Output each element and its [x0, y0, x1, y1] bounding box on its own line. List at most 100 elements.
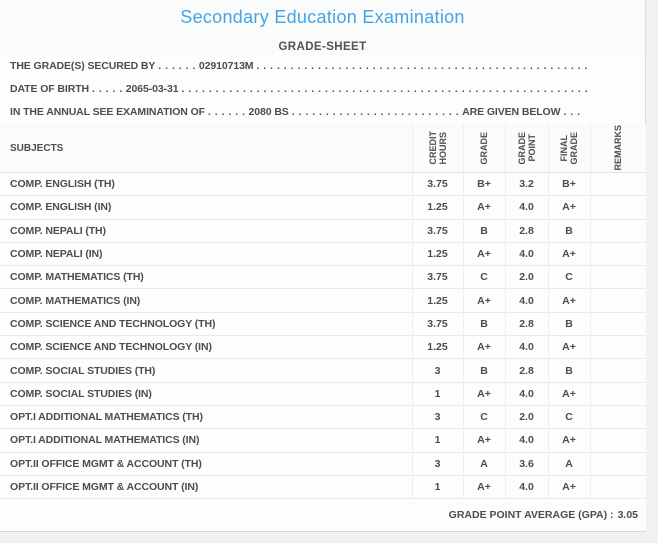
info-line-date-of-birth: DATE OF BIRTH. . . . . 2065-03-31. . . . …: [0, 78, 588, 101]
credit-hours-cell: 3: [411, 358, 463, 383]
grade-point-cell: 4.0: [504, 382, 548, 406]
final-grade-cell: A+: [547, 382, 590, 406]
subject-cell: COMP. ENGLISH (TH): [0, 172, 412, 197]
credit-hours-cell: 1.25: [411, 195, 463, 220]
table-row: COMP. MATHEMATICS (TH) 3.75 C 2.0 C: [0, 265, 646, 290]
column-header-final-grade: FINAL GRADE: [559, 131, 579, 165]
final-grade-cell: A+: [547, 288, 590, 313]
subject-cell: COMP. SCIENCE AND TECHNOLOGY (TH): [0, 312, 412, 337]
final-grade-cell: A+: [547, 428, 590, 453]
credit-hours-cell: 3: [411, 452, 463, 476]
subject-cell: COMP. NEPALI (TH): [0, 219, 412, 243]
dots-filler: . . . . . . . . . . . . . . . . . . . . …: [291, 106, 460, 118]
grade-point-cell: 4.0: [504, 335, 548, 360]
credit-hours-cell: 1.25: [411, 335, 463, 360]
table-row: COMP. ENGLISH (TH) 3.75 B+ 3.2 B+: [0, 172, 646, 197]
grade-cell: B: [462, 219, 505, 243]
table-row: OPT.I ADDITIONAL MATHEMATICS (TH) 3 C 2.…: [0, 405, 646, 430]
grade-sheet-panel: Secondary Education Examination GRADE-SH…: [0, 0, 646, 532]
final-grade-cell: A+: [547, 242, 590, 267]
final-grade-cell: A+: [547, 195, 590, 220]
remarks-cell: [589, 475, 646, 500]
dots-filler: . . . . . . . . . . . . . . . . . . . . …: [181, 83, 588, 95]
candidate-info-section: THE GRADE(S) SECURED BY. . . . . . 029107…: [0, 55, 645, 124]
dots-end: . . .: [563, 106, 581, 118]
credit-hours-cell: 3: [411, 405, 463, 430]
table-row: OPT.II OFFICE MGMT & ACCOUNT (IN) 1 A+ 4…: [0, 475, 646, 500]
info-line-grades-secured-by: THE GRADE(S) SECURED BY. . . . . . 029107…: [0, 55, 588, 78]
grade-point-cell: 4.0: [504, 475, 548, 500]
grade-cell: A+: [462, 335, 505, 360]
are-given-below-label: ARE GIVEN BELOW: [462, 106, 561, 118]
grade-point-cell: 2.8: [504, 219, 548, 243]
credit-hours-cell: 3.75: [411, 312, 463, 337]
grade-point-cell: 4.0: [504, 242, 548, 267]
remarks-cell: [589, 452, 646, 476]
column-header-credit-hours: CREDIT HOURS: [427, 131, 448, 165]
remarks-cell: [589, 335, 646, 360]
remarks-cell: [589, 288, 646, 313]
subject-cell: OPT.I ADDITIONAL MATHEMATICS (IN): [0, 428, 412, 453]
grade-cell: A: [462, 452, 505, 476]
remarks-cell: [589, 265, 646, 290]
table-row: OPT.I ADDITIONAL MATHEMATICS (IN) 1 A+ 4…: [0, 428, 646, 453]
gpa-label: GRADE POINT AVERAGE (GPA) :: [448, 509, 614, 521]
column-header-grade-point: GRADE POINT: [516, 131, 537, 165]
column-header-remarks: REMARKS: [613, 125, 624, 171]
examination-year-value: 2080 BS: [248, 106, 289, 118]
final-grade-cell: B: [547, 312, 590, 337]
final-grade-cell: C: [547, 265, 590, 290]
subject-cell: COMP. MATHEMATICS (TH): [0, 265, 412, 290]
final-grade-cell: A+: [547, 335, 590, 360]
table-row: COMP. NEPALI (TH) 3.75 B 2.8 B: [0, 219, 646, 243]
grade-point-cell: 4.0: [504, 428, 548, 453]
grade-sheet-heading: GRADE-SHEET: [278, 41, 367, 53]
grade-cell: A+: [462, 382, 505, 406]
grades-table: SUBJECTS CREDIT HOURS GRADE GRADE POINT …: [0, 124, 646, 500]
subject-cell: COMP. SOCIAL STUDIES (TH): [0, 358, 412, 383]
final-grade-cell: A: [547, 452, 590, 476]
page-title: Secondary Education Examination: [180, 7, 465, 27]
subject-cell: OPT.II OFFICE MGMT & ACCOUNT (IN): [0, 475, 412, 500]
remarks-cell: [589, 312, 646, 337]
grade-cell: A+: [462, 475, 505, 500]
grade-cell: A+: [462, 195, 505, 220]
grade-point-cell: 3.2: [504, 172, 548, 197]
credit-hours-cell: 1: [411, 475, 463, 500]
remarks-cell: [589, 358, 646, 383]
subject-cell: COMP. SOCIAL STUDIES (IN): [0, 382, 412, 406]
table-row: COMP. SCIENCE AND TECHNOLOGY (TH) 3.75 B…: [0, 312, 646, 337]
table-row: COMP. SOCIAL STUDIES (IN) 1 A+ 4.0 A+: [0, 382, 646, 406]
remarks-cell: [589, 405, 646, 430]
grade-point-cell: 4.0: [504, 288, 548, 313]
dots-separator: . . . . . .: [158, 60, 196, 72]
date-of-birth-value: 2065-03-31: [125, 83, 179, 95]
grade-cell: B+: [462, 172, 505, 197]
credit-hours-cell: 3.75: [411, 172, 463, 197]
table-row: COMP. SCIENCE AND TECHNOLOGY (IN) 1.25 A…: [0, 335, 646, 360]
final-grade-cell: B+: [547, 172, 590, 197]
remarks-cell: [589, 195, 646, 220]
dots-filler: . . . . . . . . . . . . . . . . . . . . …: [256, 60, 588, 72]
gpa-value: 3.05: [617, 509, 638, 521]
grades-table-header: SUBJECTS CREDIT HOURS GRADE GRADE POINT …: [0, 124, 646, 173]
final-grade-cell: A+: [547, 475, 590, 500]
column-header-subjects: SUBJECTS: [0, 124, 412, 173]
subject-cell: COMP. MATHEMATICS (IN): [0, 288, 412, 313]
grade-point-cell: 4.0: [504, 195, 548, 220]
credit-hours-cell: 1.25: [411, 242, 463, 267]
remarks-cell: [589, 382, 646, 406]
subject-cell: OPT.I ADDITIONAL MATHEMATICS (TH): [0, 405, 412, 430]
grade-cell: B: [462, 358, 505, 383]
remarks-cell: [589, 219, 646, 243]
table-row: COMP. MATHEMATICS (IN) 1.25 A+ 4.0 A+: [0, 288, 646, 313]
dots-separator: . . . . . .: [207, 106, 246, 118]
subject-cell: OPT.II OFFICE MGMT & ACCOUNT (TH): [0, 452, 412, 476]
remarks-cell: [589, 242, 646, 267]
subject-cell: COMP. NEPALI (IN): [0, 242, 412, 267]
grade-cell: A+: [462, 242, 505, 267]
grade-point-cell: 2.0: [504, 265, 548, 290]
subject-cell: COMP. ENGLISH (IN): [0, 195, 412, 220]
grade-point-cell: 2.8: [504, 312, 548, 337]
subject-cell: COMP. SCIENCE AND TECHNOLOGY (IN): [0, 335, 412, 360]
